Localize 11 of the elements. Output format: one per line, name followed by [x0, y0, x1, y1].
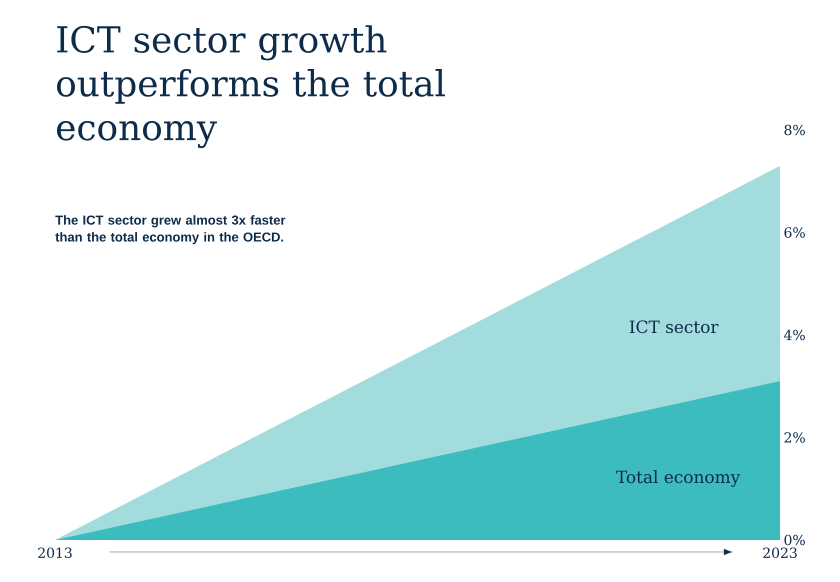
y-tick-label: 4%: [784, 330, 805, 340]
y-tick-label: 2%: [784, 432, 805, 443]
y-tick-label: 8%: [784, 124, 805, 136]
y-tick-label: 6%: [784, 227, 805, 238]
x-tick-label: 2023: [763, 547, 797, 558]
y-tick-label: 0%: [784, 534, 805, 546]
series-label: ICT sector: [630, 320, 718, 334]
text: The ICT sector grew almost 3x faster than the total economy in the OECD.: [55, 215, 286, 244]
chart-title: ICT sector growth outperforms the total economy: [56, 25, 445, 148]
x-tick-label: 2013: [38, 547, 72, 558]
series-label: Total economy: [616, 470, 740, 487]
